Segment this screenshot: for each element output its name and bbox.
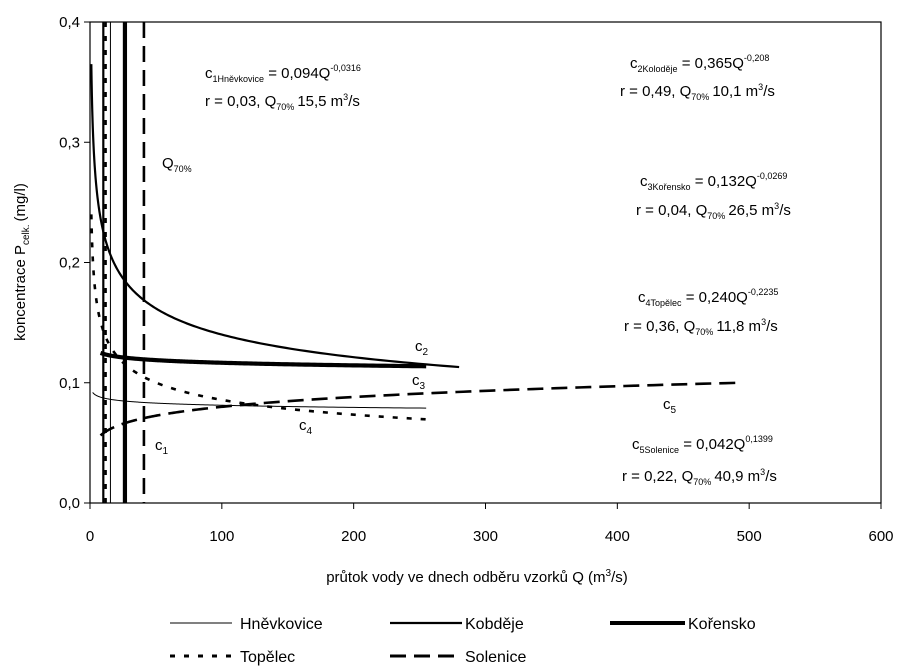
curve-label-c1: c1 bbox=[155, 437, 169, 457]
x-axis-ticks: 0 100 200 300 400 500 600 bbox=[86, 503, 894, 545]
y-tick-label: 0,1 bbox=[59, 375, 80, 392]
legend-label-kobdeje: Kobděje bbox=[465, 616, 524, 633]
curve-kobděje bbox=[90, 64, 460, 369]
svg-text:r = 0,22, Q70%40,9 m3/s: r = 0,22, Q70% 40,9 m3/s bbox=[622, 467, 777, 487]
y-tick-label: 0,4 bbox=[59, 14, 80, 31]
legend-label-solenice: Solenice bbox=[465, 649, 526, 666]
legend-label-korensko: Kořensko bbox=[688, 616, 756, 633]
svg-text:r = 0,36, Q70%11,8 m3/s: r = 0,36, Q70% 11,8 m3/s bbox=[624, 317, 778, 337]
y-tick-label: 0,3 bbox=[59, 134, 80, 151]
x-tick-label: 300 bbox=[473, 528, 498, 545]
curve-topělec bbox=[90, 214, 427, 421]
svg-text:c5Solenice = 0,042Q0,1399: c5Solenice = 0,042Q0,1399 bbox=[632, 434, 773, 455]
y-axis-ticks: 0,0 0,1 0,2 0,3 0,4 bbox=[59, 14, 90, 512]
curve-hněvkovice bbox=[92, 392, 427, 409]
svg-text:1Hněvkovicec1Hněvkovice = 0,09: 1Hněvkovicec1Hněvkovice = 0,094Q-0,0316 bbox=[205, 63, 361, 84]
x-tick-label: 500 bbox=[737, 528, 762, 545]
x-tick-label: 0 bbox=[86, 528, 94, 545]
x-axis-title: průtok vody ve dnech odběru vzorků Q (m3… bbox=[326, 568, 628, 586]
curve-label-c2: c2 bbox=[415, 338, 429, 358]
legend-label-hnevkovice: Hněvkovice bbox=[240, 616, 323, 633]
data-curves bbox=[90, 22, 737, 503]
y-tick-label: 0,2 bbox=[59, 255, 80, 272]
x-tick-label: 100 bbox=[209, 528, 234, 545]
y-tick-label: 0,0 bbox=[59, 495, 80, 512]
curve-solenice bbox=[99, 381, 737, 437]
curve-label-c3: c3 bbox=[412, 372, 426, 392]
svg-text:c3Kořensko = 0,132Q-0,0269: c3Kořensko = 0,132Q-0,0269 bbox=[640, 171, 787, 192]
svg-text:c2Koloděje = 0,365Q-0,208: c2Koloděje = 0,365Q-0,208 bbox=[630, 53, 769, 74]
curve-label-c5: c5 bbox=[663, 396, 677, 416]
svg-text:r = 0,03, Q70%15,5 m3/s: r = 0,03, Q70% 15,5 m3/s bbox=[205, 92, 360, 112]
legend: Hněvkovice Kobděje Kořensko Topělec Sole… bbox=[170, 616, 756, 666]
equation-solenice: c5Solenice = 0,042Q0,1399 r = 0,22, Q70%… bbox=[622, 434, 777, 487]
equation-korensko: c3Kořensko = 0,132Q-0,0269 r = 0,04, Q70… bbox=[636, 171, 791, 221]
x-tick-label: 400 bbox=[605, 528, 630, 545]
legend-label-topelec: Topělec bbox=[240, 649, 295, 666]
equation-topelec: c4Topělec = 0,240Q-0,2235 r = 0,36, Q70%… bbox=[624, 287, 778, 337]
curve-label-c4: c4 bbox=[299, 417, 313, 437]
svg-text:r = 0,04, Q70%26,5 m3/s: r = 0,04, Q70% 26,5 m3/s bbox=[636, 201, 791, 221]
q70-label: Q70% bbox=[162, 155, 192, 174]
y-axis-title: koncentrace Pcelk.(mg/l) bbox=[12, 183, 32, 341]
equation-kolodeje: c2Koloděje = 0,365Q-0,208 r = 0,49, Q70%… bbox=[620, 53, 775, 102]
x-tick-label: 600 bbox=[868, 528, 893, 545]
curve-kořensko bbox=[99, 350, 427, 369]
svg-text:r = 0,49, Q70%10,1 m3/s: r = 0,49, Q70% 10,1 m3/s bbox=[620, 82, 775, 102]
svg-text:c4Topělec = 0,240Q-0,2235: c4Topělec = 0,240Q-0,2235 bbox=[638, 287, 778, 308]
equation-hnevkovice: 1Hněvkovicec1Hněvkovice = 0,094Q-0,0316 … bbox=[205, 63, 361, 112]
x-tick-label: 200 bbox=[341, 528, 366, 545]
